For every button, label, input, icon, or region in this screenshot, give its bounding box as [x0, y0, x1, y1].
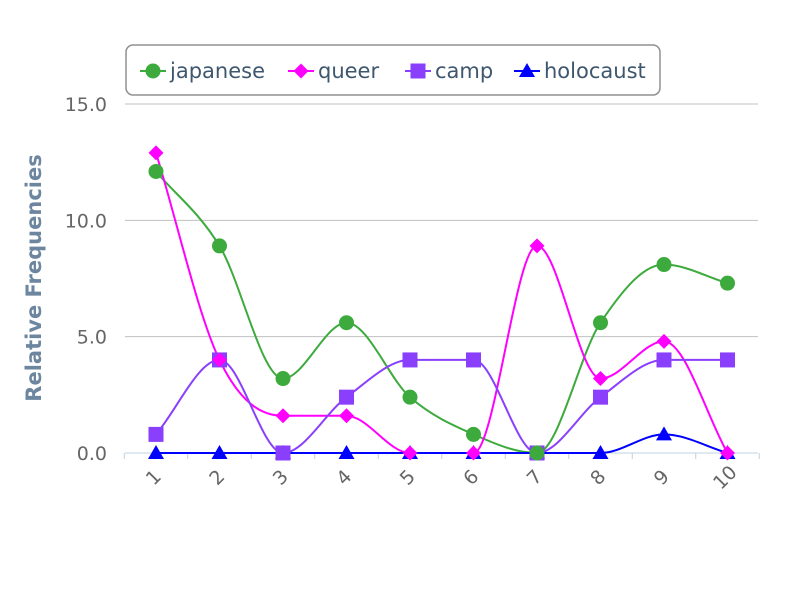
legend-label-japanese: japanese: [169, 59, 265, 83]
data-point-camp: [720, 352, 735, 368]
data-point-queer: [656, 333, 672, 349]
data-point-holocaust: [656, 426, 672, 441]
data-point-queer: [148, 145, 164, 161]
data-point-queer: [402, 445, 418, 461]
series-line-camp: [155, 358, 729, 454]
data-point-holocaust: [592, 445, 609, 459]
data-point-japanese: [720, 275, 735, 291]
data-point-holocaust: [211, 445, 228, 459]
data-point-camp: [148, 426, 164, 442]
data-point-queer: [275, 408, 291, 424]
data-point-camp: [339, 389, 354, 405]
legend-label-camp: camp: [435, 59, 493, 83]
data-point-japanese: [212, 238, 227, 254]
legend: japanese queer camp holocaust: [125, 44, 661, 96]
data-point-queer: [720, 445, 735, 461]
data-point-japanese: [275, 371, 291, 387]
data-point-queer: [212, 352, 227, 368]
x-tick-label: 9: [650, 466, 674, 490]
x-tick-label: 1: [142, 466, 166, 490]
legend-marker-queer: [293, 63, 309, 79]
data-point-camp: [466, 352, 481, 368]
data-point-holocaust: [338, 445, 355, 459]
data-point-japanese: [529, 445, 545, 461]
data-point-holocaust: [148, 445, 164, 459]
legend-label-holocaust: holocaust: [544, 59, 646, 83]
series-line-queer: [155, 151, 729, 454]
x-tick-label: 10: [709, 461, 742, 494]
y-tick-label: 10.0: [65, 210, 107, 232]
y-tick-label: 15.0: [65, 94, 107, 116]
data-point-queer: [529, 238, 545, 254]
axes: 0.0 5.0 10.0 15.0 1 2 3 4 5 6 7 8 9 10: [65, 94, 760, 494]
series-lines: [155, 151, 729, 454]
data-point-queer: [593, 371, 608, 387]
data-point-camp: [593, 389, 608, 405]
data-point-queer: [466, 445, 481, 461]
data-point-camp: [275, 445, 291, 461]
x-tick-label: 6: [459, 466, 483, 490]
data-markers: [148, 145, 736, 461]
x-tick-label: 5: [396, 466, 420, 490]
legend-box: [125, 44, 661, 96]
data-point-japanese: [466, 426, 481, 442]
data-point-japanese: [656, 257, 672, 273]
y-tick-label: 5.0: [77, 327, 107, 349]
legend-marker-japanese: [145, 63, 161, 79]
series-line-japanese: [155, 170, 729, 454]
data-point-camp: [656, 352, 672, 368]
data-point-japanese: [339, 315, 354, 331]
legend-marker-holocaust: [519, 63, 535, 77]
data-point-queer: [339, 408, 354, 424]
x-tick-label: 3: [269, 466, 293, 490]
x-tick-label: 8: [586, 466, 610, 490]
data-point-japanese: [402, 389, 418, 405]
data-point-camp: [402, 352, 418, 368]
legend-label-queer: queer: [318, 59, 379, 83]
y-tick-label: 0.0: [77, 443, 107, 465]
x-tick-label: 4: [332, 466, 356, 490]
legend-marker-camp: [410, 63, 426, 79]
x-tick-label: 2: [205, 466, 229, 490]
grid-lines: [125, 103, 758, 338]
data-point-japanese: [148, 163, 164, 179]
y-axis-title: Relative Frequencies: [22, 154, 46, 401]
series-line-holocaust: [155, 433, 729, 454]
x-tick-label: 7: [523, 466, 547, 490]
data-point-japanese: [593, 315, 608, 331]
